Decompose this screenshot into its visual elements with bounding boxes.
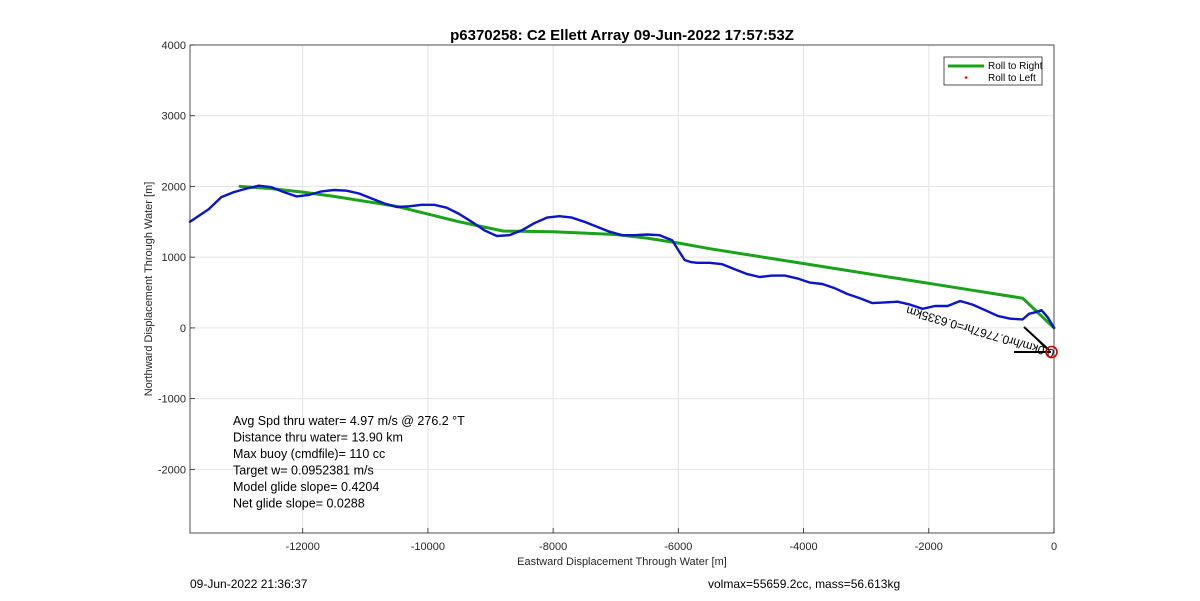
- stats-line: Target w= 0.0952381 m/s: [233, 464, 374, 478]
- y-tick-label: 2000: [162, 181, 186, 193]
- plot-border: [189, 44, 1055, 534]
- y-tick-label: 4000: [162, 40, 186, 52]
- x-tick-label: -6000: [664, 541, 692, 553]
- x-axis-label: Eastward Displacement Through Water [m]: [517, 556, 727, 568]
- x-tick-label: -10000: [411, 541, 445, 553]
- x-tick-label: -2000: [915, 541, 943, 553]
- stats-line: Distance thru water= 13.90 km: [233, 431, 403, 445]
- stats-line: Net glide slope= 0.0288: [233, 497, 365, 511]
- legend: Roll to Right Roll to Left: [943, 56, 1043, 86]
- end-marker: [1045, 345, 1058, 359]
- stats-line: Model glide slope= 0.4204: [233, 480, 379, 494]
- legend-box: [943, 56, 1043, 86]
- y-tick-label: -1000: [158, 394, 186, 406]
- stats-block: Avg Spd thru water= 4.97 m/s @ 276.2 °T D…: [233, 414, 465, 511]
- stats-line: Max buoy (cmdfile)= 110 cc: [233, 447, 385, 461]
- y-tick-label: 1000: [162, 252, 186, 264]
- x-tick-label: -12000: [286, 541, 320, 553]
- x-tick-label: 0: [1051, 541, 1057, 553]
- ticks: -12000 -10000 -8000 -6000 -4000 -2000 0-2000-1…: [158, 40, 1057, 553]
- y-tick-label: 3000: [162, 111, 186, 123]
- current-arrow: [1014, 326, 1051, 353]
- y-tick-label: 0: [180, 323, 186, 335]
- x-tick-label: -4000: [789, 541, 817, 553]
- legend-marker-roll-left: [964, 76, 968, 79]
- legend-label-roll-right: Roll to Right: [988, 61, 1043, 72]
- legend-label-roll-left: Roll to Left: [988, 73, 1036, 84]
- footer-timestamp: 09-Jun-2022 21:36:37: [190, 577, 308, 591]
- series-line-track: [188, 184, 1056, 330]
- plot-area: [190, 45, 1054, 533]
- chart-title: p6370258: C2 Ellett Array 09-Jun-2022 17…: [450, 27, 794, 44]
- series-layer: [188, 184, 1056, 330]
- y-axis-label: Northward Displacement Through Water [m]: [143, 182, 155, 397]
- arrow-stub: [1037, 339, 1047, 349]
- stats-line: Avg Spd thru water= 4.97 m/s @ 276.2 °T: [233, 414, 465, 428]
- y-tick-label: -2000: [158, 464, 186, 476]
- footer-vol-mass: volmax=55659.2cc, mass=56.613kg: [708, 577, 901, 591]
- x-tick-label: -8000: [539, 541, 567, 553]
